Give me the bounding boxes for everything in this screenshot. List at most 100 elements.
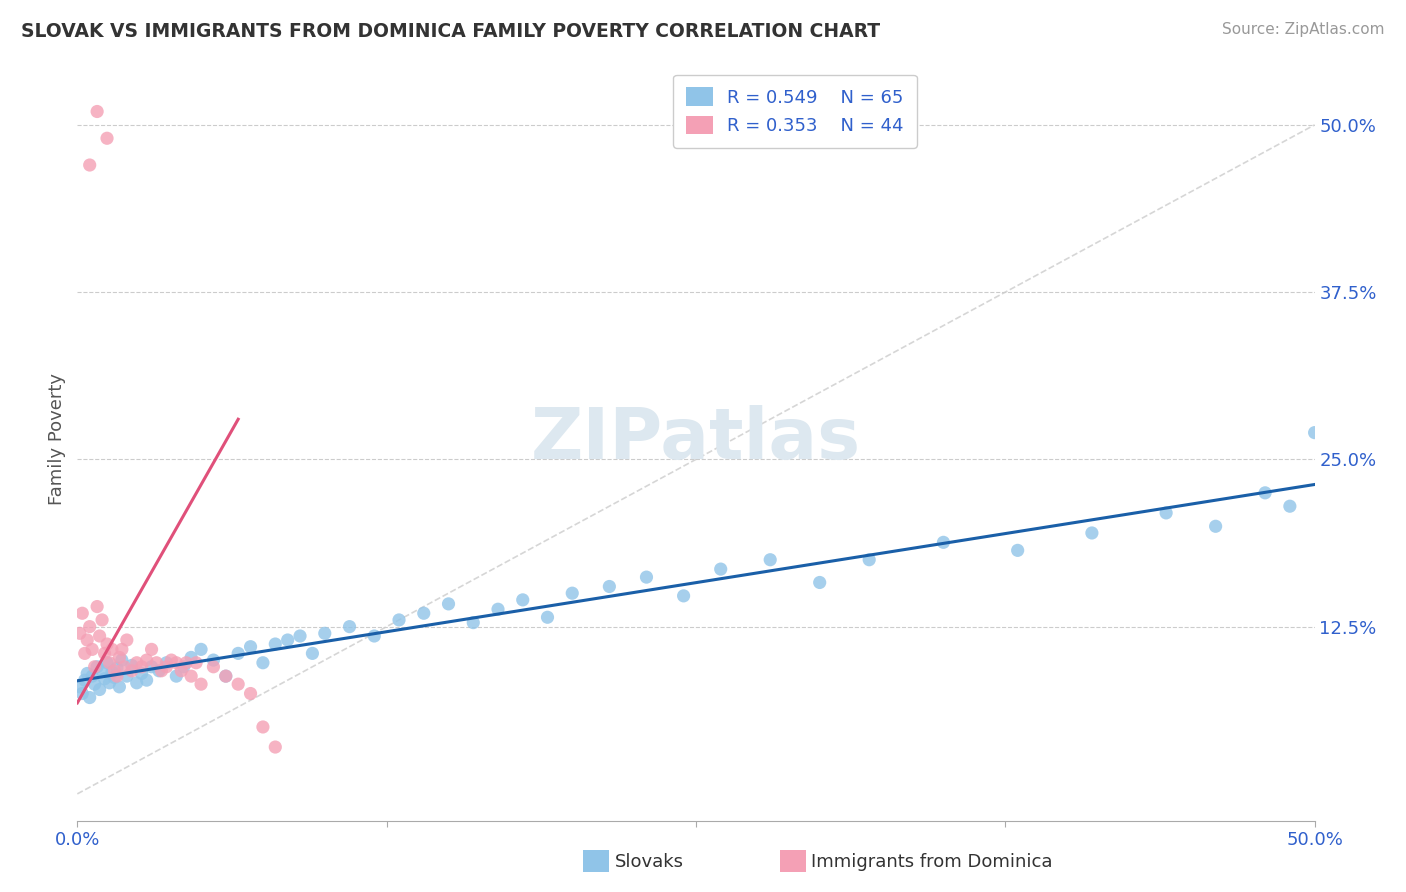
Point: [598, 580, 620, 594]
Point: [202, 660, 225, 674]
Text: Slovaks: Slovaks: [614, 853, 683, 871]
Point: [160, 653, 183, 667]
Point: [89, 629, 111, 643]
Point: [105, 661, 128, 675]
Point: [121, 658, 143, 673]
Point: [155, 656, 177, 670]
Point: [463, 615, 485, 630]
Point: [710, 562, 733, 576]
Point: [141, 642, 163, 657]
Point: [82, 669, 104, 683]
Point: [437, 597, 460, 611]
Y-axis label: Family Poverty: Family Poverty: [48, 374, 66, 505]
Point: [125, 676, 148, 690]
Point: [252, 720, 274, 734]
Point: [180, 650, 202, 665]
Point: [89, 682, 111, 697]
Point: [148, 664, 170, 678]
Point: [239, 687, 262, 701]
Point: [1278, 500, 1301, 514]
Point: [190, 677, 212, 691]
Point: [115, 633, 138, 648]
Point: [226, 646, 249, 660]
Point: [111, 653, 134, 667]
Point: [141, 660, 163, 674]
Point: [155, 660, 177, 674]
Point: [111, 642, 134, 657]
Point: [301, 646, 323, 660]
Point: [363, 629, 385, 643]
Point: [79, 690, 101, 705]
Point: [1081, 526, 1104, 541]
Point: [486, 602, 509, 616]
Point: [91, 664, 114, 678]
Point: [69, 626, 91, 640]
Point: [226, 677, 249, 691]
Point: [858, 552, 880, 567]
Point: [72, 687, 94, 701]
Point: [131, 660, 153, 674]
Point: [1254, 485, 1277, 500]
Point: [121, 664, 143, 678]
Point: [83, 677, 105, 691]
Point: [135, 673, 157, 688]
Point: [125, 656, 148, 670]
Point: [150, 664, 173, 678]
Point: [96, 131, 118, 145]
Point: [190, 642, 212, 657]
Point: [115, 669, 138, 683]
Point: [239, 640, 262, 654]
Text: SLOVAK VS IMMIGRANTS FROM DOMINICA FAMILY POVERTY CORRELATION CHART: SLOVAK VS IMMIGRANTS FROM DOMINICA FAMIL…: [21, 22, 880, 41]
Point: [108, 650, 131, 665]
Point: [252, 656, 274, 670]
Point: [131, 666, 153, 681]
Point: [76, 666, 98, 681]
Point: [1007, 543, 1029, 558]
Point: [1303, 425, 1326, 440]
Point: [91, 613, 114, 627]
Point: [96, 656, 118, 670]
Point: [96, 637, 118, 651]
Point: [759, 552, 782, 567]
Point: [105, 669, 128, 683]
Point: [108, 680, 131, 694]
Point: [165, 669, 187, 683]
Point: [83, 660, 105, 674]
Point: [180, 669, 202, 683]
Point: [561, 586, 583, 600]
Point: [86, 660, 108, 674]
Point: [101, 665, 124, 680]
Point: [1154, 506, 1177, 520]
Point: [536, 610, 558, 624]
Point: [73, 673, 96, 688]
Point: [173, 660, 195, 674]
Point: [76, 633, 98, 648]
Point: [808, 575, 831, 590]
Point: [82, 642, 104, 657]
Point: [215, 669, 238, 683]
Point: [103, 671, 125, 685]
Point: [103, 664, 125, 678]
Point: [101, 642, 124, 657]
Point: [93, 672, 115, 686]
Point: [412, 607, 434, 621]
Text: Source: ZipAtlas.com: Source: ZipAtlas.com: [1222, 22, 1385, 37]
Point: [69, 680, 91, 694]
Point: [86, 104, 108, 119]
Point: [264, 637, 287, 651]
Point: [98, 656, 121, 670]
Point: [79, 619, 101, 633]
Point: [98, 676, 121, 690]
Point: [388, 613, 411, 627]
Point: [135, 653, 157, 667]
Point: [73, 646, 96, 660]
Point: [1205, 519, 1227, 533]
Point: [932, 535, 955, 549]
Point: [79, 158, 101, 172]
Point: [215, 669, 238, 683]
Point: [277, 633, 299, 648]
Point: [112, 660, 135, 674]
Point: [174, 656, 197, 670]
Point: [86, 599, 108, 614]
Point: [170, 664, 193, 678]
